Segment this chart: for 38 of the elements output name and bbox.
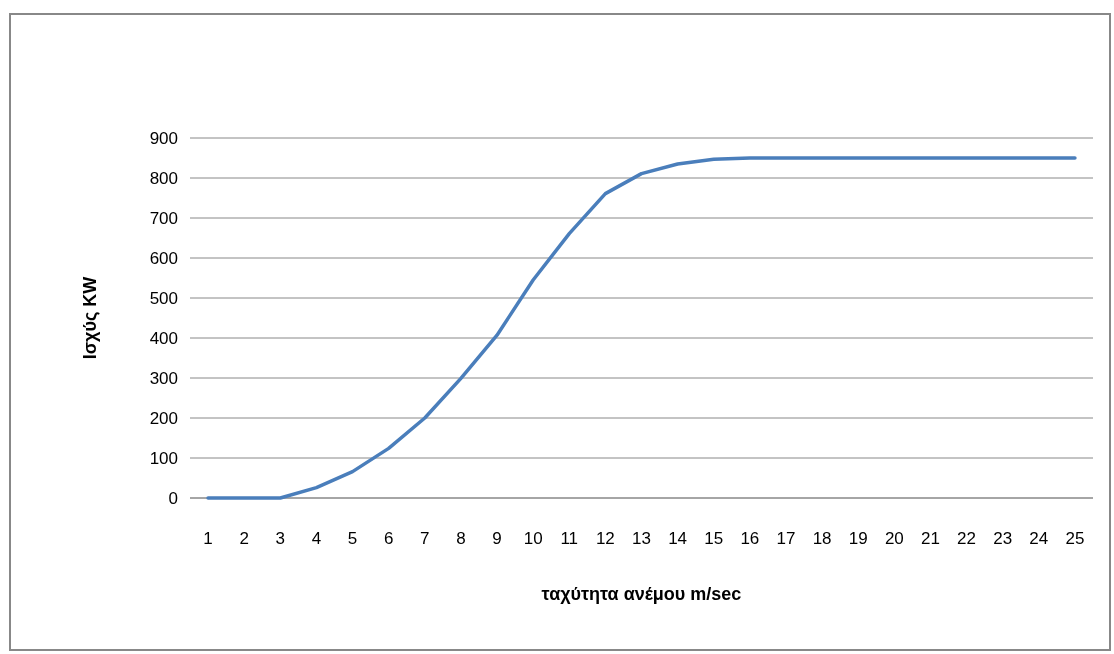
x-tick-label: 1	[203, 529, 213, 548]
x-tick-label: 25	[1065, 529, 1085, 548]
x-tick-label: 3	[275, 529, 286, 548]
x-tick-label: 22	[957, 529, 977, 548]
x-tick-label: 5	[347, 529, 358, 548]
y-tick-label: 600	[149, 248, 178, 268]
x-tick-label: 17	[776, 529, 796, 548]
y-tick-label: 0	[168, 488, 178, 508]
y-tick-label: 500	[149, 288, 178, 308]
x-tick-label: 14	[668, 529, 688, 548]
x-tick-label: 12	[595, 529, 615, 548]
x-tick-label: 19	[848, 529, 868, 548]
x-tick-label: 18	[812, 529, 832, 548]
x-tick-label: 16	[740, 529, 760, 548]
x-tick-label: 20	[884, 529, 904, 548]
x-tick-label: 9	[492, 529, 502, 548]
y-tick-label: 900	[149, 128, 178, 148]
y-tick-label: 300	[149, 368, 178, 388]
y-tick-label: 100	[149, 448, 178, 468]
line-series	[206, 156, 1077, 500]
x-tick-label: 23	[993, 529, 1013, 548]
x-tick-label: 11	[560, 529, 579, 548]
x-tick-label: 8	[456, 529, 466, 548]
y-axis-title: Ισχύς KW	[80, 276, 100, 360]
x-tick-label: 24	[1029, 529, 1049, 548]
x-tick-label: 2	[239, 529, 249, 548]
x-tick-label: 4	[311, 529, 322, 548]
x-tick-label: 10	[523, 529, 543, 548]
x-tick-label: 13	[632, 529, 651, 548]
y-tick-label: 800	[149, 168, 178, 188]
y-tick-label: 700	[149, 208, 178, 228]
y-tick-label: 400	[149, 328, 178, 348]
x-tick-label: 7	[420, 529, 430, 548]
x-axis-title: ταχύτητα ανέμου m/sec	[541, 584, 742, 604]
y-tick-label: 200	[149, 408, 178, 428]
x-tick-label: 15	[704, 529, 724, 548]
x-tick-label: 6	[383, 529, 394, 548]
x-tick-label: 21	[921, 529, 940, 548]
